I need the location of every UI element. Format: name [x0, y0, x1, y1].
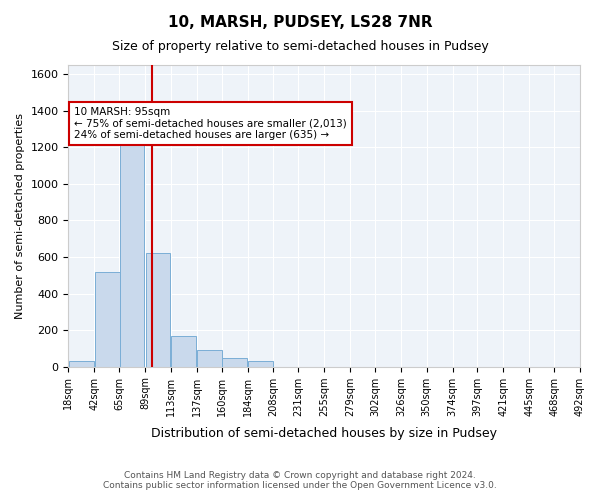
Text: Size of property relative to semi-detached houses in Pudsey: Size of property relative to semi-detach…	[112, 40, 488, 53]
Bar	[69, 361, 94, 366]
Bar	[146, 254, 170, 366]
Bar	[197, 350, 222, 366]
Text: 10, MARSH, PUDSEY, LS28 7NR: 10, MARSH, PUDSEY, LS28 7NR	[167, 15, 433, 30]
Bar	[119, 129, 145, 366]
X-axis label: Distribution of semi-detached houses by size in Pudsey: Distribution of semi-detached houses by …	[151, 427, 497, 440]
Y-axis label: Number of semi-detached properties: Number of semi-detached properties	[15, 113, 25, 319]
Bar	[222, 358, 247, 366]
Text: 10 MARSH: 95sqm
← 75% of semi-detached houses are smaller (2,013)
24% of semi-de: 10 MARSH: 95sqm ← 75% of semi-detached h…	[74, 107, 347, 140]
Bar	[248, 361, 273, 366]
Bar	[172, 336, 196, 366]
Text: Contains HM Land Registry data © Crown copyright and database right 2024.
Contai: Contains HM Land Registry data © Crown c…	[103, 470, 497, 490]
Bar	[95, 272, 119, 366]
